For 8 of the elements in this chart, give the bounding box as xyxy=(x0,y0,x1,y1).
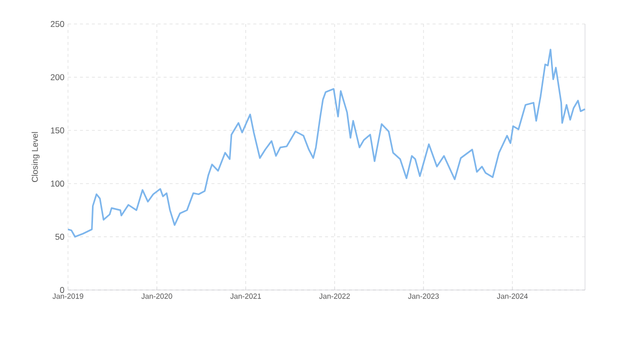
y-tick-label: 250 xyxy=(50,21,64,27)
y-tick-label: 50 xyxy=(55,234,64,240)
line-series xyxy=(67,48,586,238)
y-tick-label: 200 xyxy=(50,74,64,80)
y-tick-label: 150 xyxy=(50,127,64,134)
y-tick-label: 100 xyxy=(50,180,64,187)
y-tick-label: 0 xyxy=(60,287,64,293)
y-axis-title: Closing Level xyxy=(32,132,40,182)
